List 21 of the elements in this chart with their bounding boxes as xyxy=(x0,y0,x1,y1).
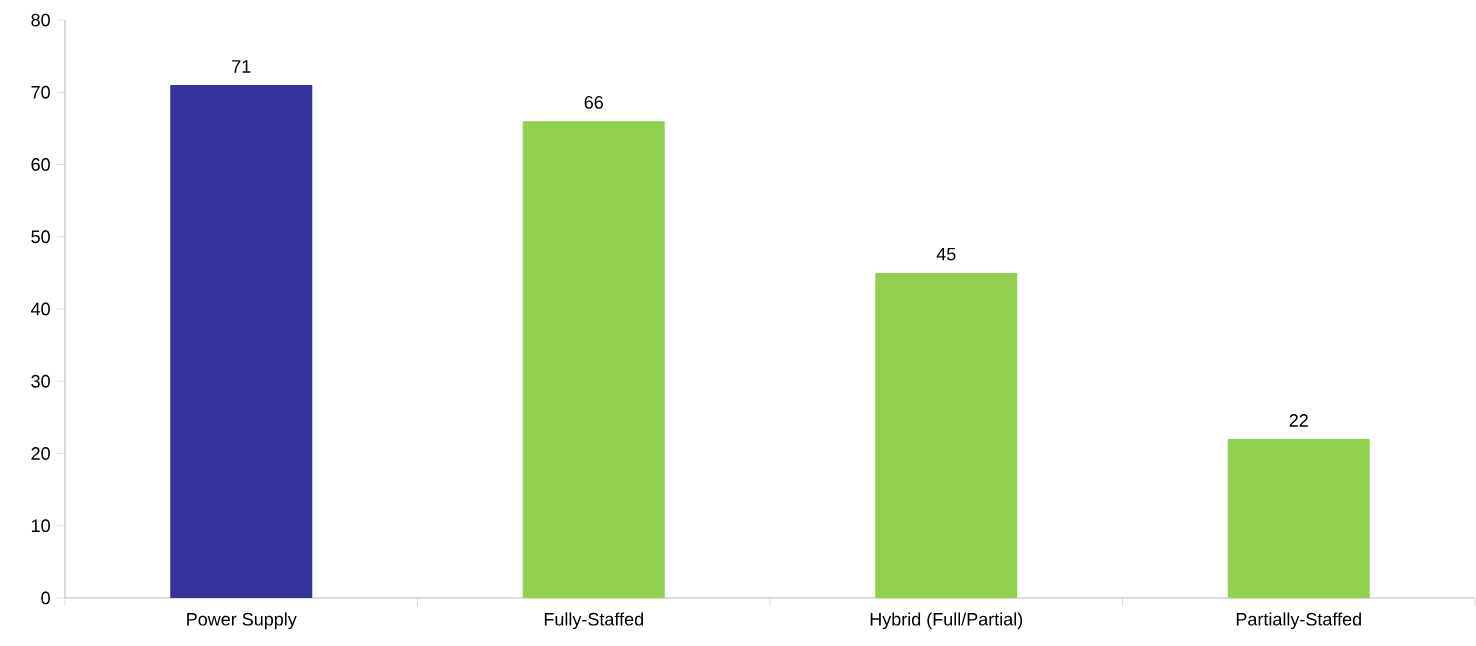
data-label: 45 xyxy=(936,247,956,261)
x-tick-label: Fully-Staffed xyxy=(544,612,643,630)
bar xyxy=(1227,439,1370,598)
data-label: 66 xyxy=(584,96,603,109)
y-tick-label: 0 xyxy=(41,591,50,605)
y-tick-label: 30 xyxy=(31,374,50,388)
y-tick-label: 50 xyxy=(31,230,50,244)
bar xyxy=(170,85,313,598)
y-tick-label: 80 xyxy=(31,13,50,27)
data-label: 71 xyxy=(232,60,251,73)
y-tick-label: 70 xyxy=(31,85,50,99)
bar xyxy=(522,121,665,598)
y-tick-label: 10 xyxy=(31,519,50,533)
bar xyxy=(875,272,1018,598)
x-tick-label: Hybrid (Full/Partial) xyxy=(870,612,1023,630)
data-label: 22 xyxy=(1289,414,1308,427)
y-tick-label: 20 xyxy=(31,447,50,460)
y-tick-label: 40 xyxy=(31,302,50,316)
x-tick-label: Partially-Staffed xyxy=(1236,612,1361,630)
x-tick-label: Power Supply xyxy=(187,612,297,630)
y-tick-label: 60 xyxy=(31,158,50,171)
